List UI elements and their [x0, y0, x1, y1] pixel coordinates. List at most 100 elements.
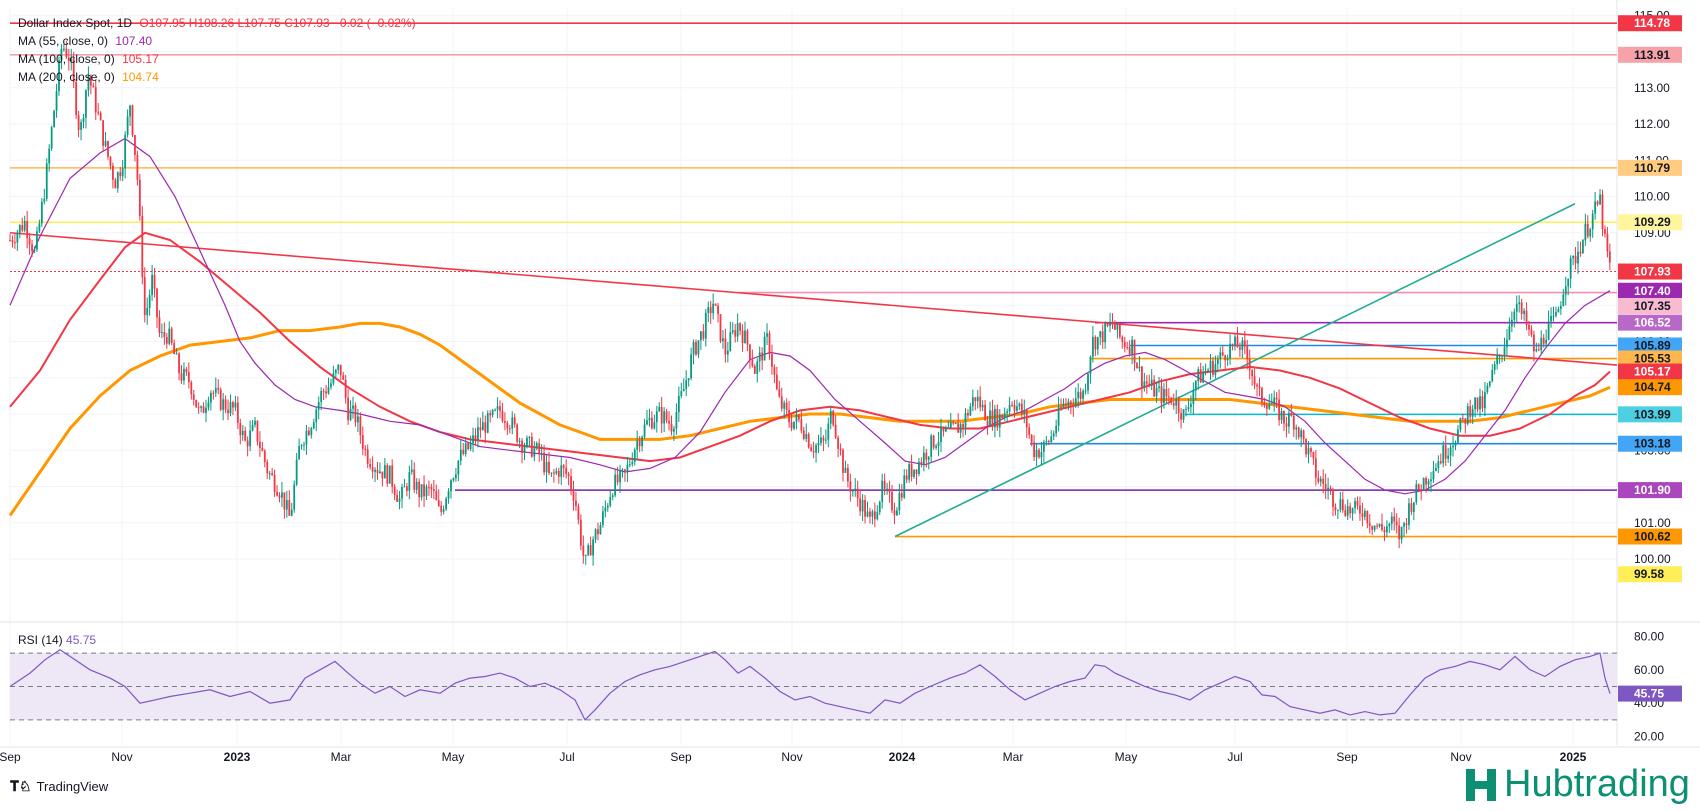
legend-ma200-row[interactable]: MA (200, close, 0) 104.74 [18, 70, 163, 84]
candle-body [1582, 240, 1584, 254]
candle-body [1256, 384, 1258, 387]
candle-body [1437, 461, 1440, 468]
candle-body [1109, 321, 1111, 326]
candle-body [374, 469, 376, 472]
price-badge-107.93-text: 107.93 [1634, 265, 1671, 279]
candle-body [312, 422, 315, 429]
candle-body [420, 484, 423, 498]
candle-body [1136, 363, 1138, 369]
candle-body [1199, 369, 1202, 383]
candle-body [207, 402, 210, 408]
grid-lines [0, 0, 1700, 748]
candle-body [1518, 302, 1521, 305]
candle-body [1471, 409, 1474, 417]
candle-body [1145, 381, 1148, 384]
candle-body [229, 402, 232, 414]
candle-body [1491, 370, 1494, 382]
candle-body [979, 396, 982, 408]
candle-body [283, 492, 286, 510]
ma100-label: MA (100, close, 0) [18, 52, 115, 66]
candle-body [1386, 526, 1388, 533]
rsi-badge-bg [1618, 685, 1682, 702]
candle-body [1278, 399, 1280, 421]
candle-body [758, 352, 761, 362]
candle-body [785, 402, 788, 410]
candle-body [1099, 331, 1102, 338]
rsi-legend[interactable]: RSI (14) 45.75 [18, 633, 96, 647]
candle-body [1496, 355, 1499, 365]
candle-body [308, 430, 310, 436]
candle-body [719, 314, 722, 342]
candle-body [499, 406, 501, 411]
candle-body [594, 529, 597, 540]
candle-body [673, 428, 675, 432]
candle-body [163, 332, 166, 338]
candle-body [1403, 523, 1405, 527]
candle-body [1160, 386, 1163, 404]
candle-body [197, 407, 200, 409]
candle-body [131, 105, 134, 136]
candle-body [371, 467, 374, 472]
candle-body [1025, 410, 1028, 428]
candle-body [428, 486, 430, 488]
candle-body [158, 317, 161, 333]
symbol-name[interactable]: Dollar Index Spot, 1D [18, 16, 133, 30]
candle-body [494, 409, 496, 411]
candle-body [1540, 337, 1543, 351]
candle-body [847, 467, 849, 482]
price-tick-label: 113.00 [1634, 81, 1670, 95]
candle-body [1138, 366, 1141, 369]
candle-body [185, 368, 188, 373]
legend-ma100-row[interactable]: MA (100, close, 0) 105.17 [18, 52, 163, 66]
candle-body [261, 447, 264, 451]
candle-body [994, 409, 996, 428]
candle-body [861, 500, 864, 512]
ma100-line [9, 231, 1611, 463]
candle-body [161, 332, 163, 334]
candle-body [1116, 323, 1119, 330]
candle-body [984, 404, 986, 421]
price-badge-107.35: 107.35 [1618, 297, 1682, 314]
candle-body [1608, 251, 1611, 263]
price-badge-99.58-bg [1618, 566, 1682, 583]
candle-body [670, 423, 673, 432]
candle-body [707, 307, 710, 313]
candle-body [1427, 481, 1430, 485]
candle-body [1577, 251, 1579, 264]
candle-body [1133, 339, 1136, 364]
candle-body [36, 231, 38, 250]
candle-body [802, 430, 805, 439]
candle-body [1065, 403, 1067, 406]
candle-body [1001, 414, 1004, 419]
candle-body [516, 424, 519, 442]
legend-ma55-row[interactable]: MA (55, close, 0) 107.40 [18, 34, 156, 48]
candle-body [820, 437, 822, 444]
time-label: Nov [111, 750, 132, 764]
candle-body [616, 474, 619, 483]
candle-body [1523, 310, 1525, 314]
candle-body [1371, 525, 1374, 530]
time-axis[interactable]: Sep Nov 2023 Mar May Jul Sep Nov 2024 Mar May Jul Se… [0, 750, 1587, 764]
candle-body [1003, 413, 1006, 419]
candle-body [212, 392, 215, 394]
candle-body [112, 165, 114, 180]
candle-body [1067, 401, 1070, 406]
candle-body [626, 464, 629, 473]
candle-body [369, 464, 372, 468]
candle-body [244, 430, 247, 441]
candle-body [1030, 434, 1033, 443]
candle-body [156, 288, 158, 318]
price-badge-105.17: 105.17 [1618, 363, 1682, 380]
candle-body [589, 545, 592, 556]
candle-body [1216, 359, 1219, 365]
candle-body [1008, 404, 1011, 412]
tradingview-logo[interactable]: 𝐓♘ TradingView [10, 778, 108, 795]
candle-body [202, 406, 205, 413]
ma55-label: MA (55, close, 0) [18, 34, 109, 48]
candle-body [653, 422, 656, 429]
candle-body [1410, 503, 1413, 512]
candle-body [1241, 340, 1244, 350]
candle-body [440, 505, 443, 512]
candle-body [136, 154, 139, 180]
